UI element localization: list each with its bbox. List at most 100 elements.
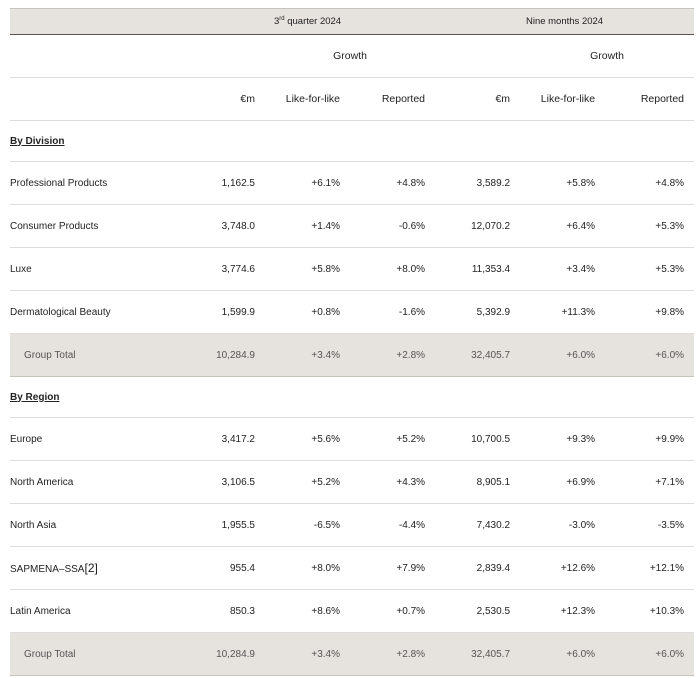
q3-reported-cell: -0.6% [350, 204, 436, 248]
q3-reported-cell: +7.9% [350, 546, 436, 590]
q3-em-cell: 1,955.5 [180, 503, 265, 547]
row-label-text: Consumer Products [10, 220, 99, 232]
q3-lfl-cell: +6.1% [265, 161, 350, 205]
table-row: SAPMENA–SSA[2] 955.4 +8.0% +7.9% 2,839.4 +12.… [10, 546, 695, 590]
q3-em-header: €m [180, 77, 265, 121]
row-label: Latin America [10, 589, 180, 633]
division-section-row: By Division [10, 120, 695, 162]
row-label: SAPMENA–SSA[2] [10, 546, 180, 590]
n9-reported-cell: +9.9% [605, 417, 695, 461]
q3-lfl-total-cell: +3.4% [265, 632, 350, 676]
growth-header-row: Growth Growth [10, 34, 695, 78]
q3-lfl-cell: +8.0% [265, 546, 350, 590]
row-label-text: Europe [10, 433, 43, 445]
section-blank-cell [435, 376, 521, 418]
n9-lfl-cell: +12.6% [520, 546, 606, 590]
q3-superscript: rd [279, 15, 285, 22]
row-label-text: North America [10, 476, 74, 488]
n9-em-cell: 2,839.4 [435, 546, 521, 590]
n9-reported-cell: +5.3% [605, 247, 695, 291]
n9-lfl-cell: -3.0% [520, 503, 606, 547]
n9-lfl-cell: +11.3% [520, 290, 606, 334]
section-blank-cell [180, 120, 265, 162]
n9-lfl-cell: +3.4% [520, 247, 606, 291]
q3-lfl-cell: +0.8% [265, 290, 350, 334]
q3-lfl-cell: +5.6% [265, 417, 350, 461]
n9-reported-cell: +7.1% [605, 460, 695, 504]
q3-em-cell: 3,417.2 [180, 417, 265, 461]
section-blank-cell [350, 376, 436, 418]
q3-lfl-cell: +8.6% [265, 589, 350, 633]
q3-lfl-cell: +1.4% [265, 204, 350, 248]
q3-em-cell: 1,162.5 [180, 161, 265, 205]
division-section-title: By Division [10, 120, 180, 162]
section-blank-cell [520, 376, 606, 418]
n9-reported-total-cell: +6.0% [605, 333, 695, 377]
n9-lfl-total-cell: +6.0% [520, 632, 606, 676]
row-label: Europe [10, 417, 180, 461]
row-label: Luxe [10, 247, 180, 291]
q3-em-total-cell: 10,284.9 [180, 333, 265, 377]
section-blank-cell [350, 120, 436, 162]
table-row: Europe 3,417.2 +5.6% +5.2% 10,700.5 +9.3% +9.9… [10, 417, 695, 461]
n9-reported-cell: +9.8% [605, 290, 695, 334]
q3-em-cell: 1,599.9 [180, 290, 265, 334]
sales-table-container: 3rd quarter 2024 Nine months 2024 Growth… [10, 8, 695, 676]
region-section-row: By Region [10, 376, 695, 418]
n9-em-cell: 3,589.2 [435, 161, 521, 205]
section-blank-cell [520, 120, 606, 162]
section-blank-cell [435, 120, 521, 162]
q3-period-header: 3rd quarter 2024 [180, 8, 436, 35]
q3-prefix: 3 [273, 16, 280, 27]
header-blank-cell [10, 77, 180, 121]
row-label: Dermatological Beauty [10, 290, 180, 334]
q3-em-cell: 3,774.6 [180, 247, 265, 291]
q3-em-cell: 3,748.0 [180, 204, 265, 248]
header-blank-cell [10, 8, 180, 35]
q3-lfl-cell: +5.8% [265, 247, 350, 291]
division-group-total-row: Group Total 10,284.9 +3.4% +2.8% 32,405.7 +6.… [10, 333, 695, 377]
q3-suffix: quarter 2024 [284, 16, 342, 27]
table-row: Consumer Products 3,748.0 +1.4% -0.6% 12,070… [10, 204, 695, 248]
n9-em-cell: 10,700.5 [435, 417, 521, 461]
n9-reported-header: Reported [605, 77, 695, 121]
region-section-title: By Region [10, 376, 180, 418]
row-label: Professional Products [10, 161, 180, 205]
section-blank-cell [605, 376, 695, 418]
table-row: North America 3,106.5 +5.2% +4.3% 8,905.1 +6.… [10, 460, 695, 504]
table-row: Luxe 3,774.6 +5.8% +8.0% 11,353.4 +3.4% +5.3% [10, 247, 695, 291]
q3-lfl-header: Like-for-like [265, 77, 350, 121]
section-blank-cell [265, 376, 350, 418]
q3-reported-cell: +4.3% [350, 460, 436, 504]
q3-em-total-cell: 10,284.9 [180, 632, 265, 676]
n9-reported-cell: +4.8% [605, 161, 695, 205]
n9-lfl-cell: +9.3% [520, 417, 606, 461]
n9-reported-total-cell: +6.0% [605, 632, 695, 676]
n9-em-cell: 11,353.4 [435, 247, 521, 291]
q3-lfl-total-cell: +3.4% [265, 333, 350, 377]
section-blank-cell [180, 376, 265, 418]
header-blank-cell [180, 34, 265, 78]
n9-em-cell: 2,530.5 [435, 589, 521, 633]
q3-em-cell: 955.4 [180, 546, 265, 590]
q3-growth-header: Growth [265, 34, 436, 78]
n9-reported-cell: +5.3% [605, 204, 695, 248]
n9-lfl-cell: +6.9% [520, 460, 606, 504]
q3-lfl-cell: +5.2% [265, 460, 350, 504]
section-blank-cell [265, 120, 350, 162]
row-label-text: Dermatological Beauty [10, 306, 111, 318]
n9-em-cell: 12,070.2 [435, 204, 521, 248]
q3-reported-cell: +5.2% [350, 417, 436, 461]
row-label-text: Luxe [10, 263, 32, 275]
group-total-label: Group Total [10, 333, 180, 377]
q3-reported-cell: +4.8% [350, 161, 436, 205]
n9-lfl-cell: +6.4% [520, 204, 606, 248]
n9-em-total-cell: 32,405.7 [435, 632, 521, 676]
header-blank-cell [435, 34, 521, 78]
n9-em-cell: 7,430.2 [435, 503, 521, 547]
n9-em-header: €m [435, 77, 521, 121]
row-label: North America [10, 460, 180, 504]
group-total-label: Group Total [10, 632, 180, 676]
row-label-text: Latin America [10, 605, 71, 617]
table-row: Professional Products 1,162.5 +6.1% +4.8% 3,… [10, 161, 695, 205]
